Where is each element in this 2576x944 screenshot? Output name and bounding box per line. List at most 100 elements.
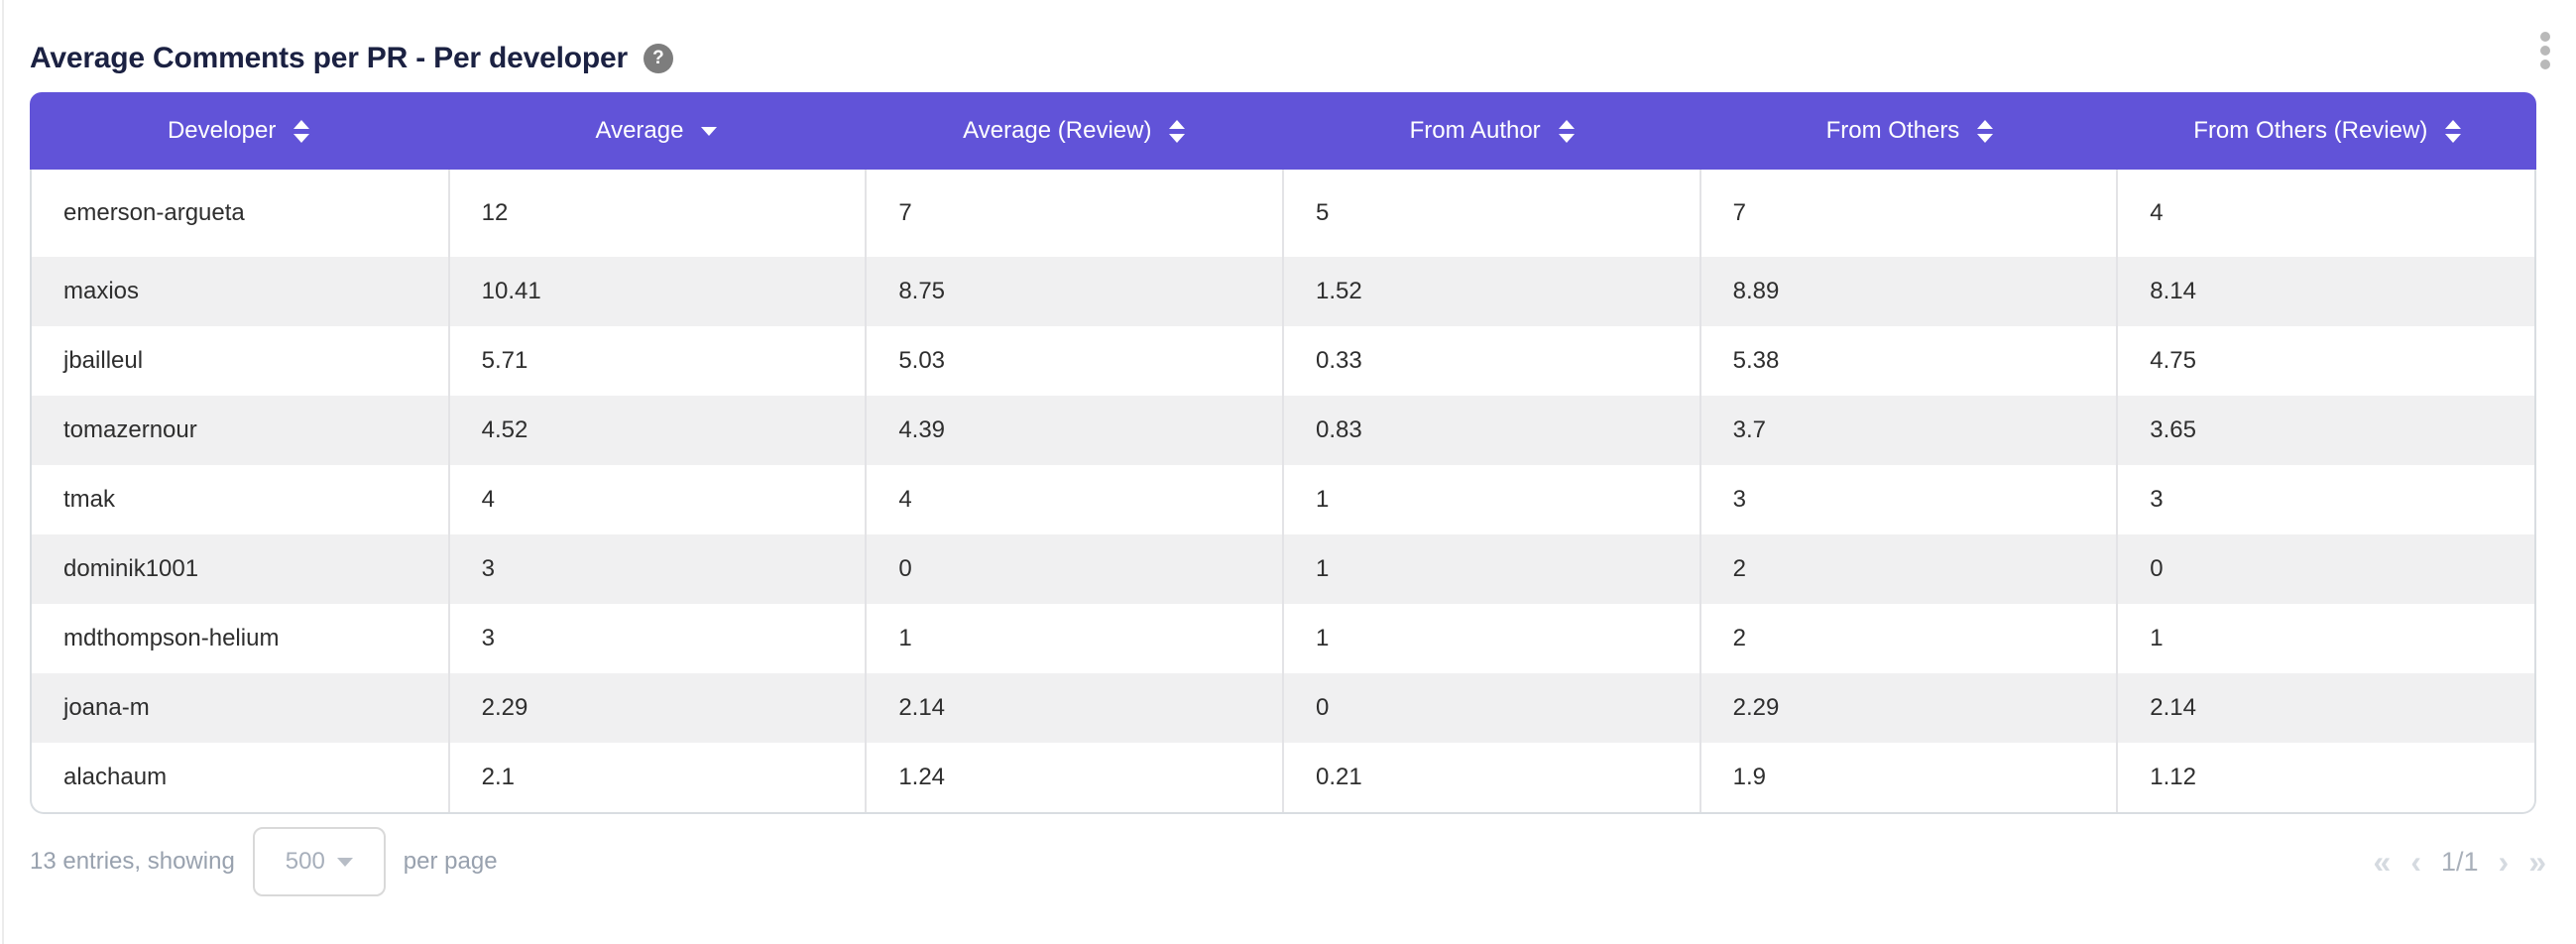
help-icon[interactable]: ? (643, 43, 673, 73)
table-row: tomazernour 4.52 4.39 0.83 3.7 3.65 (32, 396, 2534, 465)
column-header-developer[interactable]: Developer (30, 92, 447, 170)
table-row: mdthompson-helium 3 1 1 2 1 (32, 604, 2534, 673)
table-row: dominik1001 3 0 1 2 0 (32, 534, 2534, 604)
cell-from-others: 8.89 (1699, 257, 2119, 326)
cell-from-others-review: 4 (2150, 199, 2164, 226)
cell-from-others-review: 1.12 (2150, 764, 2196, 790)
sort-icon (1558, 119, 1575, 143)
page-indicator: 1/1 (2441, 846, 2479, 877)
cell-average: 4.52 (448, 396, 868, 465)
sort-desc-icon (701, 126, 718, 136)
per-page-text: per page (403, 848, 498, 875)
column-header-label: Average (Review) (963, 117, 1152, 144)
cell-average: 3 (448, 604, 868, 673)
widget-header: Average Comments per PR - Per developer … (0, 0, 2576, 92)
page-size-value: 500 (285, 848, 325, 875)
pagination: « ‹ 1/1 › » (2374, 846, 2546, 878)
first-page-button[interactable]: « (2373, 844, 2392, 880)
cell-average-review: 0 (866, 534, 1284, 604)
column-header-average[interactable]: Average (447, 92, 865, 170)
cell-average-review: 5.03 (866, 326, 1284, 396)
column-header-label: From Others (1825, 117, 1960, 144)
card-left-border (2, 0, 4, 944)
cell-from-others: 2 (1699, 534, 2119, 604)
cell-developer: jbailleul (32, 326, 450, 396)
table-row: joana-m 2.29 2.14 0 2.29 2.14 (32, 673, 2534, 743)
column-header-from-others[interactable]: From Others (1700, 92, 2118, 170)
prev-page-button[interactable]: ‹ (2410, 844, 2421, 880)
kebab-dot (2540, 46, 2550, 56)
cell-from-author: 0.33 (1282, 326, 1701, 396)
cell-average: 4 (448, 465, 868, 534)
cell-from-author: 1.52 (1282, 257, 1701, 326)
entries-controls: 13 entries, showing 500 per page (30, 827, 498, 896)
table-row: emerson-argueta 12 7 5 7 4 (32, 170, 2534, 257)
cell-from-others-review: 3 (2150, 486, 2164, 513)
column-header-label: From Author (1409, 117, 1541, 144)
sort-icon (293, 119, 310, 143)
cell-average: 10.41 (448, 257, 868, 326)
cell-average-review: 4.39 (866, 396, 1284, 465)
sort-icon (2445, 119, 2462, 143)
cell-from-author: 1 (1282, 534, 1701, 604)
cell-from-author: 1 (1282, 604, 1701, 673)
kebab-menu-icon[interactable] (2536, 28, 2554, 73)
cell-average: 2.1 (448, 743, 868, 812)
table-header-row: Developer Average Average (Review) From … (30, 92, 2536, 170)
cell-from-others-review: 2.14 (2117, 673, 2534, 743)
cell-from-others: 2 (1699, 604, 2119, 673)
table-row: tmak 4 4 1 3 3 (32, 465, 2534, 534)
cell-from-others: 7 (1699, 170, 2119, 257)
widget-title: Average Comments per PR - Per developer (30, 41, 628, 74)
cell-developer: alachaum (32, 743, 450, 812)
table-row: maxios 10.41 8.75 1.52 8.89 8.14 (32, 257, 2534, 326)
column-header-label: Developer (167, 117, 277, 144)
cell-from-author: 1 (1282, 465, 1701, 534)
entries-count-text: 13 entries, showing (30, 848, 235, 875)
table-body: emerson-argueta 12 7 5 7 4 maxios 10.41 … (30, 170, 2536, 814)
cell-from-others-review: 3.65 (2117, 396, 2534, 465)
kebab-dot (2540, 32, 2550, 42)
cell-developer: joana-m (32, 673, 450, 743)
cell-average: 5.71 (448, 326, 868, 396)
column-header-average-review[interactable]: Average (Review) (866, 92, 1283, 170)
cell-from-author: 0 (1282, 673, 1701, 743)
cell-from-author: 0.21 (1282, 743, 1701, 812)
cell-from-author: 0.83 (1282, 396, 1701, 465)
cell-from-others-review: 0 (2117, 534, 2534, 604)
cell-from-others: 3 (1699, 465, 2119, 534)
last-page-button[interactable]: » (2528, 844, 2546, 880)
table-row: jbailleul 5.71 5.03 0.33 5.38 4.75 (32, 326, 2534, 396)
table-footer: 13 entries, showing 500 per page « ‹ 1/1… (30, 814, 2546, 909)
column-header-label: From Others (Review) (2193, 117, 2428, 144)
cell-developer: emerson-argueta (32, 170, 450, 257)
sort-icon (1977, 119, 1994, 143)
cell-developer: maxios (32, 257, 450, 326)
cell-from-others: 5.38 (1699, 326, 2119, 396)
cell-developer: tmak (32, 465, 450, 534)
cell-from-others-review: 8.14 (2117, 257, 2534, 326)
cell-average: 3 (448, 534, 868, 604)
column-header-label: Average (595, 117, 684, 144)
cell-average-review: 1.24 (866, 743, 1284, 812)
cell-average-review: 2.14 (866, 673, 1284, 743)
cell-average: 2.29 (448, 673, 868, 743)
table-row: alachaum 2.1 1.24 0.21 1.9 1.12 (32, 743, 2534, 812)
column-header-from-others-review[interactable]: From Others (Review) (2119, 92, 2536, 170)
column-header-from-author[interactable]: From Author (1283, 92, 1700, 170)
developer-comments-table: Developer Average Average (Review) From … (30, 92, 2536, 814)
cell-average: 12 (448, 170, 868, 257)
page-size-select[interactable]: 500 (252, 827, 386, 896)
sort-icon (1169, 119, 1186, 143)
cell-from-others-review: 1 (2150, 625, 2164, 651)
cell-from-others: 2.29 (1699, 673, 2119, 743)
cell-from-others-review: 4.75 (2150, 347, 2196, 374)
cell-from-others: 3.7 (1699, 396, 2119, 465)
next-page-button[interactable]: › (2498, 844, 2510, 880)
cell-average-review: 1 (866, 604, 1284, 673)
cell-from-others: 1.9 (1699, 743, 2119, 812)
chevron-down-icon (336, 857, 353, 867)
cell-from-author: 5 (1282, 170, 1701, 257)
cell-average-review: 8.75 (866, 257, 1284, 326)
